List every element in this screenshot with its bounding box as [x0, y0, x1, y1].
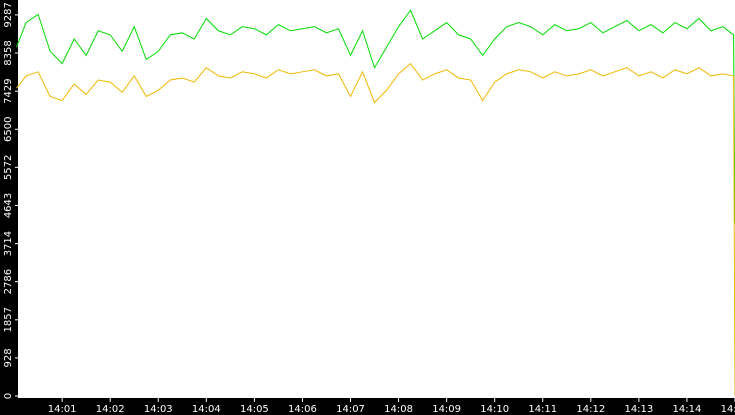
x-tick-label: 14:01 — [48, 404, 77, 415]
x-tick-label: 14:11 — [528, 404, 557, 415]
x-tick-label: 14:14 — [673, 404, 702, 415]
x-tick-label: 14:03 — [144, 404, 173, 415]
y-tick-label: 7429 — [3, 78, 14, 103]
x-tick-label: 14:15 — [721, 404, 735, 415]
x-tick-label: 14:13 — [624, 404, 653, 415]
y-tick-label: 4643 — [3, 193, 14, 218]
y-tick-label: 6500 — [3, 117, 14, 142]
y-tick-label: 0 — [3, 393, 14, 399]
y-tick-label: 928 — [3, 348, 14, 367]
x-tick-label: 14:08 — [384, 404, 413, 415]
x-tick-label: 14:06 — [288, 404, 317, 415]
x-tick-label: 14:02 — [96, 404, 125, 415]
plot-area — [18, 0, 735, 398]
y-tick-label: 9287 — [3, 2, 14, 27]
y-tick-label: 3714 — [3, 231, 14, 256]
series-line — [16, 62, 735, 397]
x-tick-label: 14:07 — [336, 404, 365, 415]
y-tick-label: 1857 — [3, 307, 14, 332]
y-tick-label: 2786 — [3, 269, 14, 294]
x-tick-label: 14:10 — [480, 404, 509, 415]
y-tick-label: 5572 — [3, 155, 14, 180]
x-tick-label: 14:05 — [240, 404, 269, 415]
y-tick-label: 8358 — [3, 40, 14, 65]
x-tick-label: 14:12 — [576, 404, 605, 415]
series-line — [16, 9, 735, 224]
x-tick-label: 14:09 — [432, 404, 461, 415]
x-tick-label: 14:04 — [192, 404, 221, 415]
